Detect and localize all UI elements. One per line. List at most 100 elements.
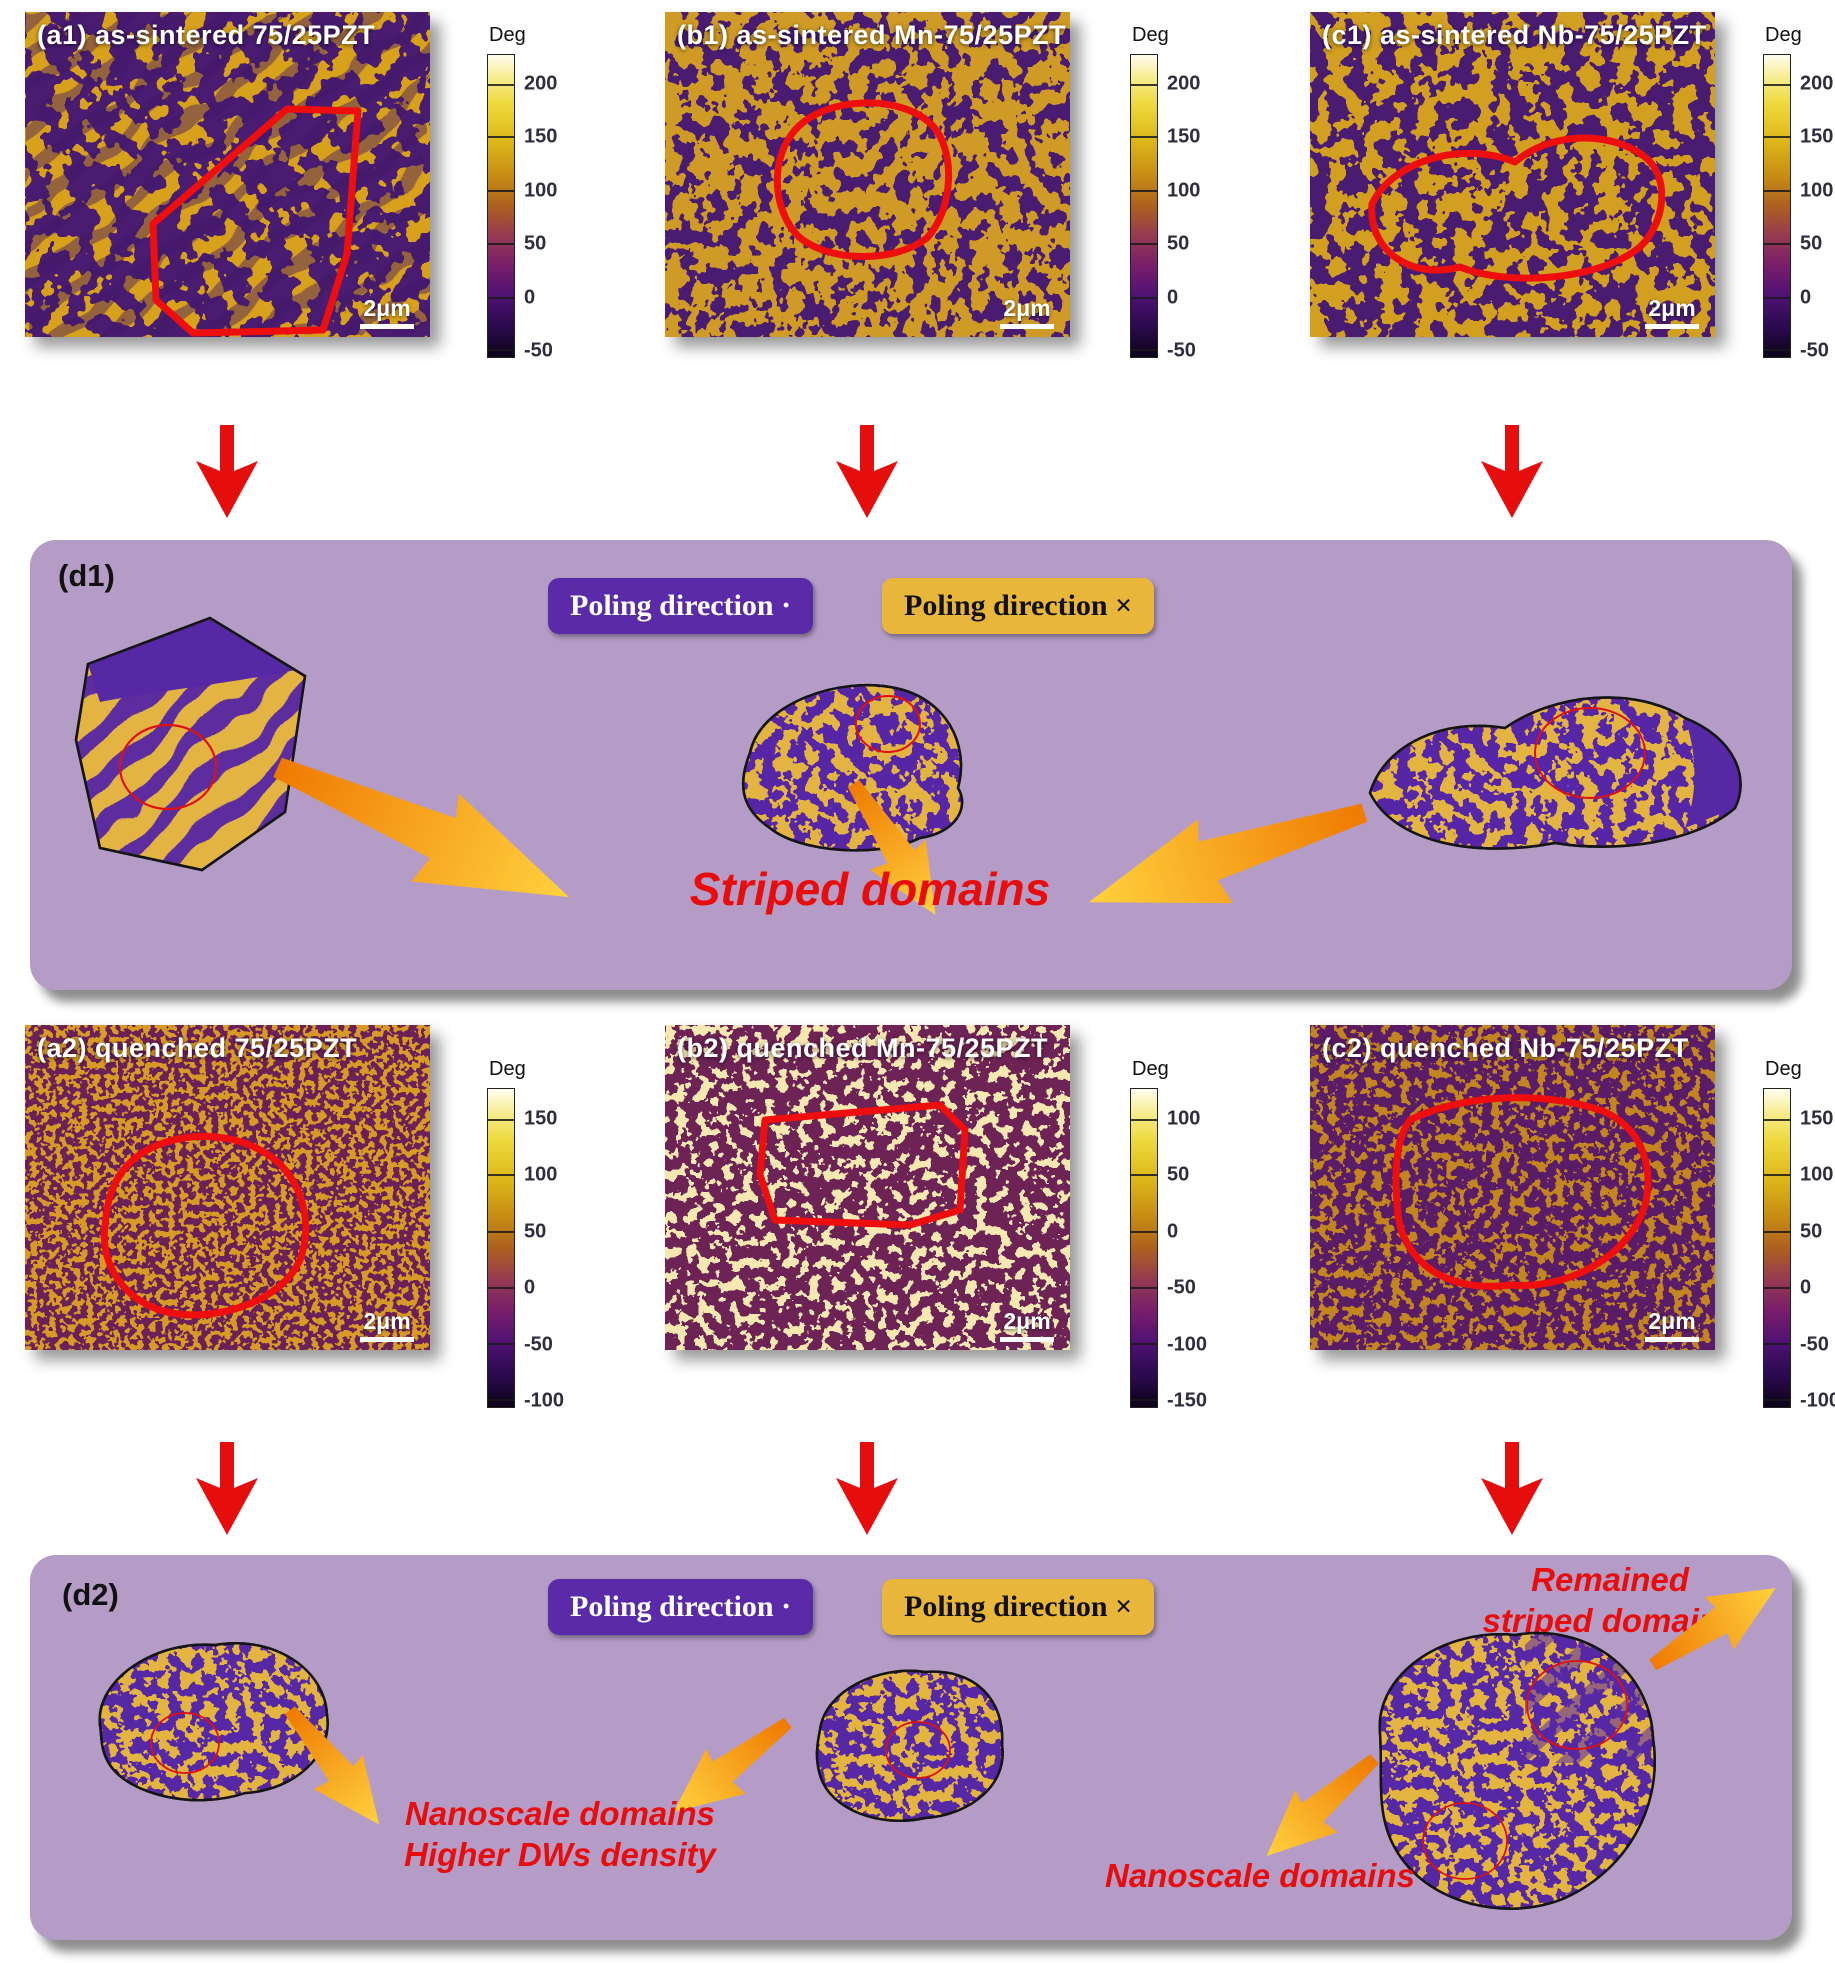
colorbar-tick: 150 [1800,125,1834,148]
scalebar-label: 2μm [1003,295,1051,321]
colorbar-tick: 0 [524,286,536,309]
pointer-arrow-icon [273,757,570,898]
colorbar-c1: Deg 200 150 100 50 0 -50 [1763,24,1835,361]
down-arrow-icon [196,1442,258,1535]
colorbar-unit: Deg [1765,1058,1802,1080]
scalebar-a1: 2μm [360,295,414,329]
analysis-circle [1422,1802,1508,1880]
colorbar-tick: -50 [1800,339,1829,362]
colorbar-tick: 100 [1167,179,1201,202]
grain-schematic-d2-right [1378,1631,1656,1910]
colorbar-tick: -50 [1167,1276,1196,1299]
grain-schematic-d2-left [98,1642,329,1802]
analysis-circle [1534,707,1646,799]
down-arrow-icon [836,425,898,518]
pfm-image-b2: (b2) quenched Mn-75/25PZT 2μm [665,1025,1070,1350]
pfm-image-a1: (a1) as-sintered 75/25PZT 2μm [25,12,430,337]
down-arrow-icon [196,425,258,518]
colorbar-tick: 0 [1800,286,1812,309]
scalebar-c1: 2μm [1645,295,1699,329]
pfm-texture-c1 [1310,12,1715,337]
analysis-circle [885,1721,951,1779]
colorbar-tick: -50 [524,1333,553,1356]
note-nanoscale: Nanoscale domains [1105,1857,1415,1894]
down-arrow-icon [836,1442,898,1535]
grain-schematic-d1-right [1368,696,1742,850]
colorbar-unit: Deg [1132,24,1169,46]
scalebar-line [360,324,414,329]
colorbar-tick: 0 [1800,1276,1812,1299]
colorbar-ramp: 200 150 100 50 0 -50 [1763,54,1833,361]
pointer-arrow-icon [673,1717,792,1813]
legend-poling-in: Poling direction · [548,1579,814,1635]
colorbar-a2: Deg 150 100 50 0 -50 -100 [487,1058,597,1411]
scalebar-line [1645,1337,1699,1342]
legend-poling-out: Poling direction × [882,1579,1155,1635]
colorbar-tick: -50 [1800,1333,1829,1356]
scalebar-label: 2μm [363,295,411,321]
pointer-arrow-icon [1266,1754,1379,1856]
analysis-circle [118,723,218,811]
colorbar-tick: 50 [1167,1163,1190,1186]
pfm-title-a1: (a1) as-sintered 75/25PZT [37,20,376,50]
pfm-texture-b2 [665,1025,1070,1350]
colorbar-tick: 100 [524,179,558,202]
pfm-title-b2: (b2) quenched Mn-75/25PZT [677,1033,1049,1063]
grain-schematic-d1-left [74,616,307,872]
colorbar-tick: 150 [1167,125,1201,148]
colorbar-tick: 150 [524,125,558,148]
colorbar-tick: 50 [524,232,547,255]
scalebar-label: 2μm [1648,1308,1696,1334]
analysis-circle [855,695,921,753]
scalebar-line [1000,324,1054,329]
colorbar-tick: -100 [1167,1333,1208,1356]
scalebar-a2: 2μm [360,1308,414,1342]
down-arrow-icon [1481,1442,1543,1535]
scalebar-b1: 2μm [1000,295,1054,329]
scalebar-line [1000,1337,1054,1342]
colorbar-c2: Deg 150 100 50 0 -50 -100 [1763,1058,1835,1411]
colorbar-tick: -50 [1167,339,1196,362]
scalebar-label: 2μm [1648,295,1696,321]
pfm-texture-c2 [1310,1025,1715,1350]
pfm-texture-a2 [25,1025,430,1350]
colorbar-ramp: 150 100 50 0 -50 -100 [1763,1088,1835,1411]
colorbar-tick: 200 [1800,72,1834,95]
grain-schematic-d2-middle [815,1669,1004,1822]
scalebar-line [360,1337,414,1342]
colorbar-b1: Deg 200 150 100 50 0 -50 [1130,24,1240,361]
grain-outline-b1 [773,99,952,260]
pfm-title-c2: (c2) quenched Nb-75/25PZT [1322,1033,1689,1063]
caption-striped-domains: Striped domains [689,863,1051,915]
colorbar-a1: Deg 200 150 100 50 0 -50 [487,24,597,361]
colorbar-tick: 100 [1800,1163,1834,1186]
colorbar-tick: 50 [524,1220,547,1243]
pfm-image-b1: (b1) as-sintered Mn-75/25PZT 2μm [665,12,1070,337]
pfm-texture-a1 [25,12,430,337]
pfm-title-a2: (a2) quenched 75/25PZT [37,1033,358,1063]
colorbar-tick: 0 [1167,1220,1179,1243]
pointer-arrow-icon [1649,1588,1776,1671]
scalebar-label: 2μm [363,1308,411,1334]
pfm-image-c2: (c2) quenched Nb-75/25PZT 2μm [1310,1025,1715,1350]
colorbar-ramp: 100 50 0 -50 -100 -150 [1130,1088,1207,1411]
pfm-title-c1: (c1) as-sintered Nb-75/25PZT [1322,20,1707,50]
pointer-arrow-icon [1088,803,1368,904]
colorbar-tick: 0 [524,1276,536,1299]
colorbar-unit: Deg [1765,24,1802,46]
grain-outline-b2 [756,1101,969,1229]
legend-poling-in: Poling direction · [548,578,814,634]
panel-d2-label: (d2) [62,1577,119,1612]
scalebar-b2: 2μm [1000,1308,1054,1342]
colorbar-tick: 100 [524,1163,558,1186]
scalebar-label: 2μm [1003,1308,1051,1334]
panel-d1: (d1) Poling direction · Poling direction… [30,540,1792,990]
note-line: Remained [1531,1561,1689,1598]
scalebar-line [1645,324,1699,329]
analysis-circle [150,1712,220,1774]
colorbar-tick: 50 [1800,1220,1823,1243]
pfm-texture-b1 [665,12,1070,337]
grain-outline-c1 [1368,134,1666,282]
colorbar-ramp: 200 150 100 50 0 -50 [487,54,557,361]
